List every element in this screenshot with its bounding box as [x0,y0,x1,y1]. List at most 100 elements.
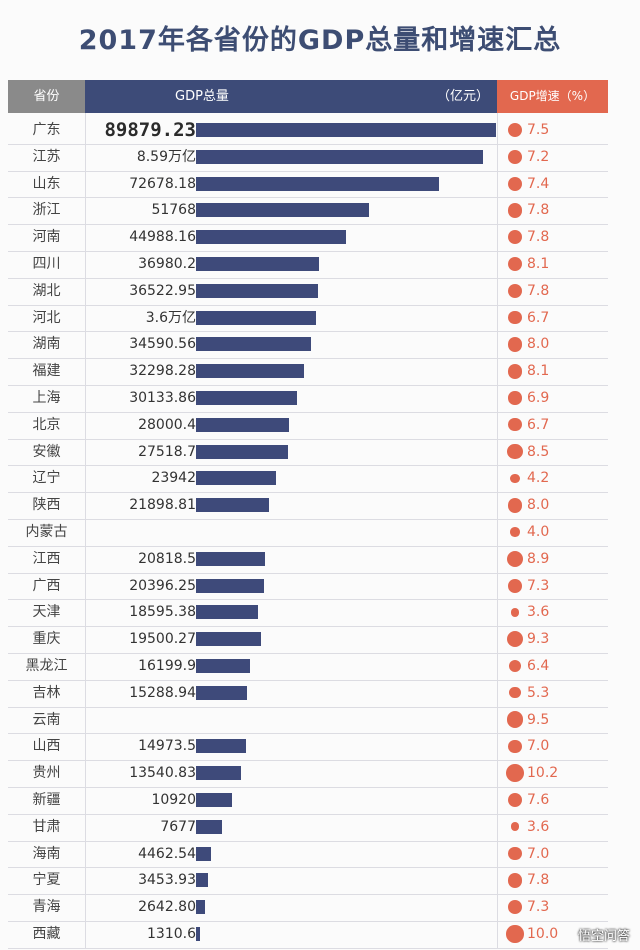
gdp-bar [196,498,270,513]
growth-cell: 8.1 [497,358,608,385]
province-label: 重庆 [32,631,61,648]
gdp-value-label: 36980.2 [138,256,196,272]
growth-cell: 8.9 [497,546,608,573]
growth-dot [507,122,523,138]
growth-cell: 7.3 [497,894,608,921]
gdp-value-label: 19500.27 [129,631,196,648]
growth-cell: 7.3 [497,573,608,600]
table-row: 江苏 8.59万亿 7.2 [8,144,608,172]
table-row: 浙江 51768 7.8 [8,197,608,226]
table-row: 福建 32298.28 8.1 [8,358,608,386]
province-label: 安徽 [32,443,61,460]
growth-cell: 7.4 [497,171,608,198]
chart-title: 2017年各省份的GDP总量和增速汇总 [78,25,562,56]
growth-dot [507,443,523,460]
province-label: 浙江 [32,202,61,219]
growth-value-label: 7.0 [527,845,550,862]
table-row: 河南 44988.16 7.8 [8,224,608,252]
growth-dot [508,391,522,405]
gdp-value-label: 3453.93 [138,872,196,889]
gdp-bar [196,551,266,566]
growth-cell: 8.0 [497,331,608,358]
growth-cell: 7.0 [497,841,608,868]
growth-dot [506,630,524,648]
gdp-bar [196,176,439,191]
table-row: 海南 4462.54 7.0 [8,841,608,869]
gdp-value-label: 20396.25 [129,577,196,594]
growth-dot [507,363,523,379]
growth-cell: 9.5 [497,707,608,734]
province-label: 广西 [32,577,61,594]
province-label: 新疆 [32,792,61,808]
growth-value-label: 7.8 [527,872,550,889]
header-growth: GDP增速（%） [497,80,608,113]
gdp-bar [196,203,369,218]
province-label: 西藏 [32,926,61,942]
growth-cell: 7.6 [497,787,608,814]
table-row: 黑龙江 16199.9 6.4 [8,653,608,681]
growth-dot [510,527,520,537]
growth-value-label: 4.2 [527,470,550,487]
table-row: 湖北 36522.95 7.8 [8,278,608,306]
gdp-value-label: 28000.4 [138,416,196,433]
gdp-value-label: 44988.16 [129,229,196,246]
table-row: 辽宁 23942 4.2 [8,465,608,494]
province-label: 陕西 [32,497,61,514]
growth-dot [508,311,522,325]
growth-cell: 7.0 [497,733,608,760]
province-label: 湖南 [32,336,61,353]
growth-dot [510,822,520,832]
growth-cell: 10.0 [497,921,608,948]
gdp-value-label: 30133.86 [129,390,196,406]
province-label: 福建 [32,363,61,380]
province-label: 青海 [32,899,61,916]
header-gdp-unit: （亿元） [436,89,489,104]
growth-dot [510,473,520,484]
watermark: 悟空问答 [577,929,630,944]
table-row: 湖南 34590.56 8.0 [8,331,608,360]
growth-cell: 4.2 [497,465,608,492]
gdp-bar [196,605,259,620]
growth-dot [506,925,524,943]
header-gdp: GDP总量 （亿元） [85,80,497,113]
column-divider [497,113,498,948]
gdp-value-label: 15288.94 [129,684,196,701]
growth-value-label: 8.1 [527,256,550,272]
gdp-value-label: 89879.23 [104,119,196,141]
growth-value-label: 6.4 [527,658,550,674]
growth-cell: 3.6 [497,814,608,841]
growth-cell: 5.3 [497,680,608,707]
growth-value-label: 9.5 [527,711,550,728]
growth-dot [508,418,522,432]
growth-cell: 6.9 [497,385,608,412]
table-row: 新疆 10920 7.6 [8,787,608,815]
province-label: 内蒙古 [25,524,68,540]
growth-dot [506,711,524,728]
growth-value-label: 7.4 [527,175,550,192]
gdp-bar [196,873,208,888]
gdp-bar [196,337,312,352]
gdp-bar [196,819,222,834]
gdp-bar [196,739,246,754]
growth-value-label: 8.5 [527,443,550,460]
province-label: 辽宁 [32,470,61,487]
growth-value-label: 9.3 [527,631,550,648]
table-row: 江西 20818.5 8.9 [8,546,608,574]
growth-dot [506,764,524,783]
province-label: 天津 [32,604,61,621]
gdp-value-label: 51768 [151,202,196,219]
growth-value-label: 7.0 [527,738,550,755]
gdp-value-label: 32298.28 [129,363,196,380]
growth-value-label: 10.0 [527,926,559,942]
growth-value-label: 5.3 [527,684,550,701]
province-label: 湖北 [32,282,61,299]
growth-dot [507,229,523,245]
province-label: 北京 [32,416,61,433]
growth-dot [507,873,523,888]
table-row: 天津 18595.38 3.6 [8,599,608,628]
growth-cell: 8.1 [497,251,608,278]
table-row: 山西 14973.5 7.0 [8,733,608,762]
province-label: 上海 [32,390,61,406]
growth-dot [507,792,523,808]
table-row: 河北 3.6万亿 6.7 [8,305,608,333]
